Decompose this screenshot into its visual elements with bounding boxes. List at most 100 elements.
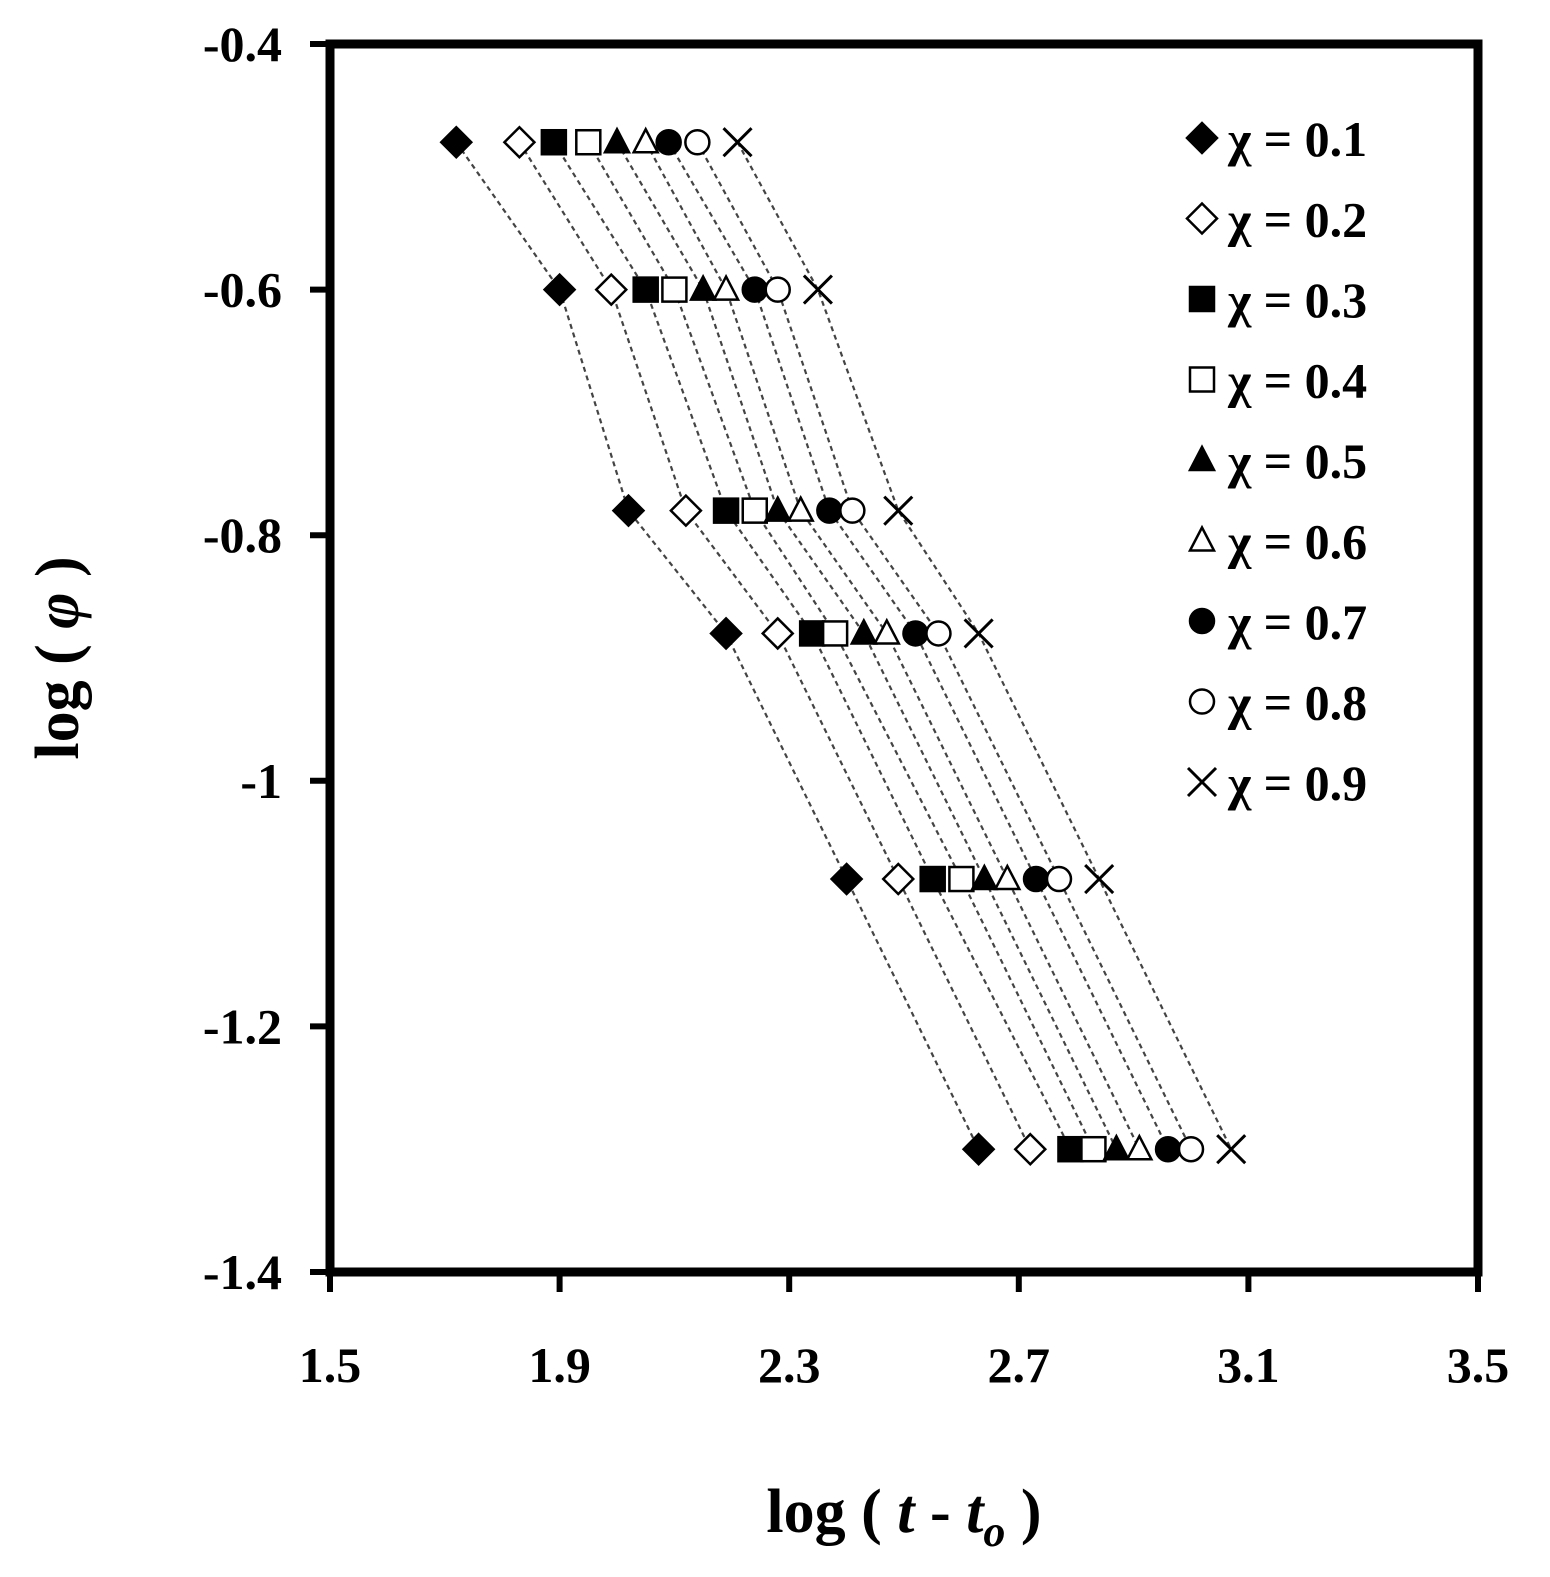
x-tick-label: 2.7 — [988, 1337, 1051, 1393]
data-point-series-9 — [963, 618, 994, 649]
legend-marker — [1187, 524, 1217, 552]
data-point-series-5 — [1102, 1133, 1131, 1161]
data-point-series-6 — [872, 617, 901, 645]
data-point-series-7 — [902, 620, 929, 647]
x-axis-label-subscript: o — [983, 1507, 1005, 1556]
data-point-series-8 — [684, 128, 711, 156]
data-point-series-8 — [764, 276, 791, 303]
data-point-series-3 — [540, 128, 568, 156]
legend-item: χ = 0.5 — [1187, 433, 1367, 489]
legend-item: χ = 0.8 — [1188, 675, 1367, 731]
legend-marker — [1188, 366, 1216, 393]
data-point-series-4 — [821, 620, 849, 647]
legend: χ = 0.1 χ = 0.2 χ = 0.3 χ = 0.4 χ = 0.5 χ = 0… — [1185, 111, 1367, 811]
legend-item: χ = 0.4 — [1188, 353, 1367, 409]
legend-item: χ = 0.9 — [1186, 755, 1367, 811]
y-tick-label: -1 — [240, 753, 282, 809]
plot-area-frame — [325, 39, 1483, 1277]
legend-item: χ = 0.1 — [1185, 111, 1367, 167]
data-point-series-5 — [602, 126, 632, 154]
data-point-series-3 — [798, 620, 826, 647]
data-point-series-5 — [970, 863, 999, 891]
x-axis-ticks: 1.5 1.9 2.3 2.7 3.1 3.5 — [299, 1272, 1510, 1393]
legend-label: χ = 0.9 — [1227, 755, 1367, 811]
y-tick-label: -0.8 — [203, 507, 282, 563]
data-point-series-1 — [961, 1132, 996, 1166]
data-point-series-9 — [883, 495, 914, 526]
trend-line-series-7 — [667, 141, 1170, 1150]
data-point-series-5 — [849, 617, 878, 645]
data-point-series-8 — [839, 497, 866, 524]
legend-marker — [1188, 285, 1216, 313]
data-point-series-2 — [1013, 1132, 1048, 1166]
data-point-series-1 — [709, 616, 743, 651]
trend-line-series-1 — [455, 141, 980, 1150]
data-point-series-2 — [760, 616, 795, 651]
trend-line-series-2 — [518, 141, 1032, 1150]
data-point-series-3 — [632, 276, 659, 303]
data-point-series-6 — [711, 273, 741, 301]
legend-marker — [1188, 688, 1216, 715]
trend-line-series-5 — [616, 141, 1118, 1150]
legend-item: χ = 0.3 — [1188, 272, 1367, 328]
data-point-series-5 — [689, 273, 718, 301]
legend-item: χ = 0.6 — [1187, 514, 1367, 570]
legend-label: χ = 0.6 — [1227, 514, 1367, 570]
x-axis-label-t0: t — [966, 1478, 985, 1546]
data-point-series-4 — [1080, 1135, 1107, 1163]
y-axis-label-prefix: log ( — [24, 629, 92, 760]
data-point-series-4 — [575, 128, 602, 156]
y-axis-label-phi: φ — [24, 593, 92, 629]
data-point-series-9 — [1216, 1134, 1247, 1165]
legend-label: χ = 0.5 — [1227, 433, 1367, 489]
trend-line-series-4 — [587, 141, 1095, 1150]
legend-item: χ = 0.2 — [1185, 192, 1367, 248]
legend-item: χ = 0.7 — [1188, 594, 1367, 650]
data-point-series-2 — [502, 125, 537, 160]
legend-marker — [1188, 607, 1216, 635]
data-point-series-7 — [741, 276, 769, 303]
y-axis-label: log ( φ ) — [24, 556, 92, 759]
trend-line-series-3 — [552, 141, 1072, 1150]
legend-marker — [1185, 121, 1219, 155]
data-point-series-6 — [1125, 1133, 1154, 1161]
x-axis-label-t: t — [897, 1478, 916, 1546]
data-point-series-2 — [881, 862, 916, 896]
y-tick-label: -1.4 — [203, 1244, 282, 1300]
x-tick-label: 2.3 — [758, 1337, 821, 1393]
x-axis-label-prefix: log ( — [766, 1478, 897, 1546]
y-tick-label: -0.4 — [203, 16, 282, 72]
legend-label: χ = 0.2 — [1227, 192, 1367, 248]
data-point-series-9 — [1084, 863, 1115, 895]
trend-line-series-8 — [696, 141, 1192, 1150]
legend-label: χ = 0.3 — [1227, 272, 1367, 328]
x-tick-label: 3.1 — [1217, 1337, 1280, 1393]
data-point-series-4 — [741, 497, 769, 524]
data-point-series-9 — [722, 127, 753, 158]
trend-line-series-6 — [644, 141, 1141, 1150]
x-axis-label-minus: - — [915, 1478, 967, 1546]
data-point-series-4 — [661, 276, 688, 303]
legend-marker — [1186, 766, 1218, 798]
legend-label: χ = 0.7 — [1227, 594, 1367, 650]
legend-label: χ = 0.1 — [1227, 111, 1367, 167]
data-point-series-1 — [439, 125, 474, 160]
data-point-series-3 — [1057, 1135, 1084, 1163]
x-tick-label: 1.9 — [528, 1337, 591, 1393]
data-point-series-2 — [669, 493, 703, 528]
data-point-series-1 — [829, 862, 864, 896]
data-point-series-7 — [1022, 865, 1050, 893]
data-point-series-3 — [712, 497, 740, 524]
legend-marker — [1187, 444, 1217, 472]
legend-marker — [1185, 201, 1219, 236]
data-point-series-5 — [763, 494, 792, 522]
x-tick-label: 1.5 — [299, 1337, 362, 1393]
data-point-series-7 — [1154, 1135, 1182, 1163]
data-point-series-1 — [542, 272, 577, 307]
data-point-series-6 — [993, 863, 1022, 891]
y-tick-label: -1.2 — [203, 998, 282, 1054]
data-point-series-8 — [1177, 1135, 1205, 1163]
legend-label: χ = 0.4 — [1227, 353, 1367, 409]
x-tick-label: 3.5 — [1447, 1337, 1510, 1393]
